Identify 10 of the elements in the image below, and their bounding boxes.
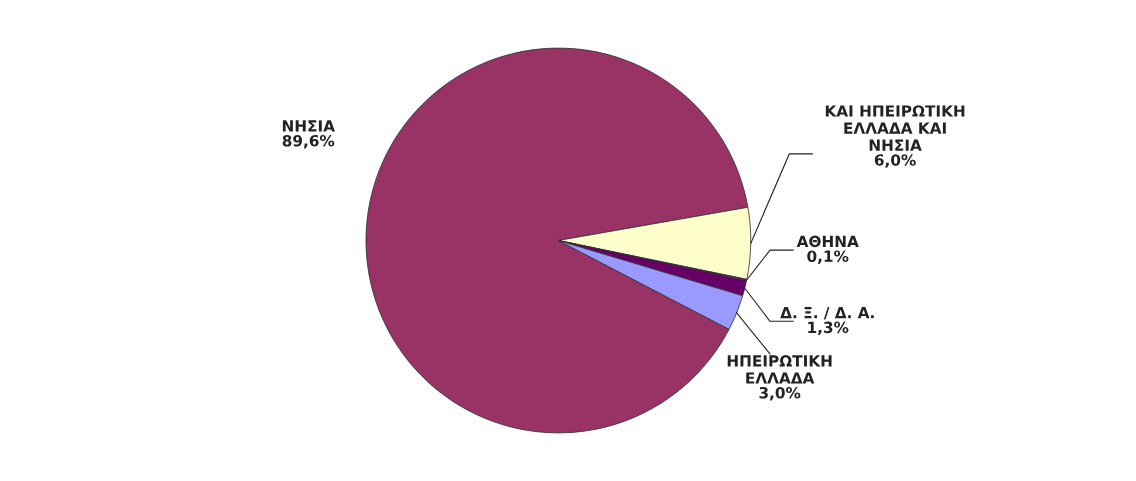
slice-label: Δ. Ξ. / Δ. Α. — [780, 306, 874, 320]
slice-label: ΑΘΗΝΑ — [796, 235, 859, 248]
data-label: 3,0% — [759, 386, 801, 401]
data-label: 6,0% — [874, 154, 916, 168]
data-label: 1,3% — [808, 321, 849, 336]
data-label: 89,6% — [282, 134, 335, 149]
data-label: 0,1% — [807, 250, 849, 264]
slice-label: ΚΑΙ ΗΠΕΙΡΩΤΙΚΗ ΕΛΛΑΔΑ ΚΑΙ ΝΗΣΙΑ — [825, 105, 965, 151]
slice-label: ΗΠΕΙΡΩΤΙΚΗ ΕΛΛΑΔΑ — [727, 355, 832, 384]
slice-label: ΝΗΣΙΑ — [282, 120, 335, 132]
